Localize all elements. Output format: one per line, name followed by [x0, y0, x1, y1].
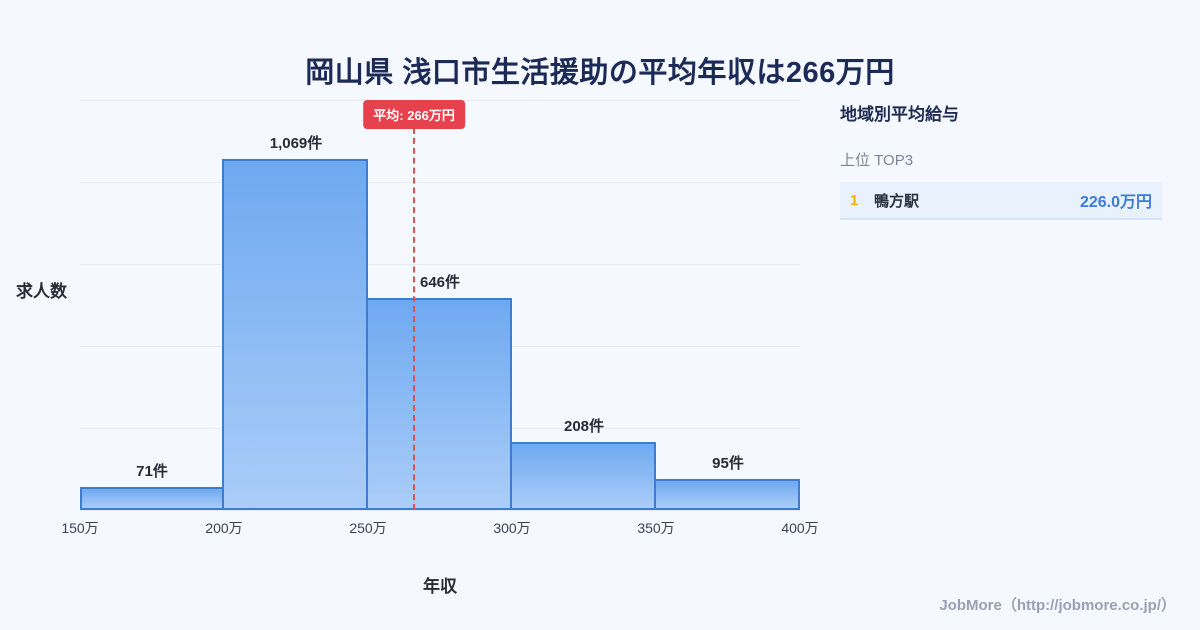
salary-value: 226.0万円 [1079, 194, 1152, 211]
x-tick-label: 350万 [637, 520, 675, 536]
rank-number: 1 [850, 191, 859, 209]
bar-value-label: 646件 [419, 274, 461, 292]
side-panel: 地域別平均給与 上位 TOP3 1 鴨方駅 226.0万円 [840, 100, 1162, 220]
bar-value-label: 1,069件 [269, 135, 323, 153]
gridline [80, 510, 800, 511]
x-tick-label: 250万 [349, 520, 387, 536]
average-badge: 平均: 266万円 [363, 100, 465, 129]
x-tick-label: 150万 [61, 520, 99, 536]
bar-value-label: 95件 [712, 454, 744, 472]
histogram-bar [80, 486, 224, 510]
x-tick-label: 300万 [493, 520, 531, 536]
ranking-row: 1 鴨方駅 226.0万円 [840, 182, 1162, 220]
gridline [80, 264, 800, 265]
side-panel-heading: 地域別平均給与 [840, 105, 959, 124]
x-axis-label: 年収 [423, 577, 457, 596]
histogram-bar [366, 298, 512, 510]
side-panel-subheading: 上位 TOP3 [840, 152, 914, 169]
histogram-bar [654, 478, 800, 510]
gridline [80, 182, 800, 183]
average-line [413, 128, 416, 510]
histogram-plot-area: 71件 1,069件 646件 208件 95件 150万 200万 250万 300万 350万… [61, 100, 819, 536]
x-tick-label: 400万 [781, 520, 819, 536]
footer-credit: JobMore（http://jobmore.co.jp/） [939, 597, 1176, 614]
histogram-bar [222, 159, 368, 510]
y-axis-label: 求人数 [16, 282, 67, 301]
page-title: 岡山県 浅口市生活援助の平均年収は266万円 [305, 57, 895, 90]
station-name: 鴨方駅 [874, 192, 920, 210]
bar-value-label: 208件 [563, 417, 605, 435]
x-tick-label: 200万 [205, 520, 243, 536]
histogram-bar [510, 441, 656, 510]
ranking-list: 1 鴨方駅 226.0万円 [840, 182, 1162, 220]
bar-value-label: 71件 [136, 462, 168, 480]
